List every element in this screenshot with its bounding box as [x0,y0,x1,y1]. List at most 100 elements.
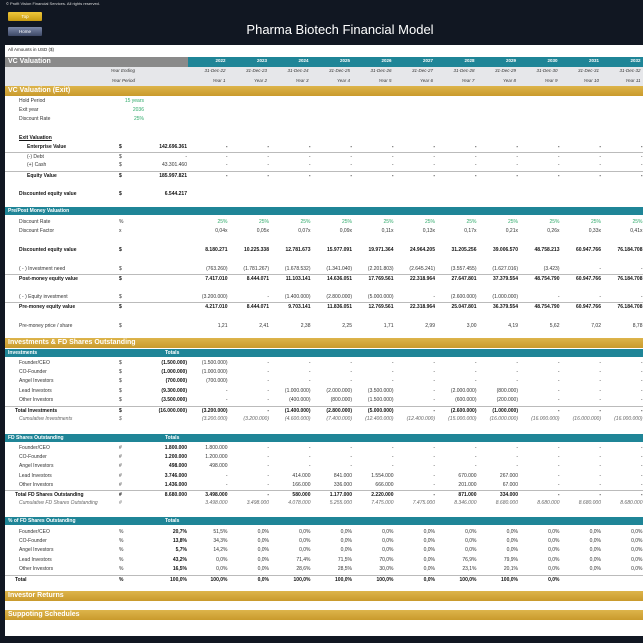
row-value: 0,0% [465,529,477,535]
row-value: 1,71 [383,323,394,329]
top-button[interactable]: Top [8,12,42,21]
row-value: 336.000 [333,482,352,488]
row-label: Lead Investors [19,388,52,394]
row-value: (1.678.532) [284,266,311,272]
row-value: 0,0% [506,529,518,535]
row-value: 498.000 [209,463,228,469]
row-value: - [599,454,601,460]
row-value: - [557,482,560,488]
table-row: Equity Value $185.997.821 - - - - - - - - - - - [5,171,643,180]
row-value: - [391,360,394,366]
row-value: 23,1% [462,566,477,572]
year-end-date: 31-Dec-29 [494,68,516,73]
row-value: 67.000 [502,482,518,488]
row-value: 100,0% [376,577,394,583]
table-row: Total% 100,0% 100,0% 0,0% 100,0% 100,0% 100,0%… [5,575,643,584]
row-unit: % [119,219,124,225]
row-label: Total FD Shares Outstanding [15,492,84,498]
table-row: ( - ) Investment need $ (763.260) (1.781.26… [5,265,643,274]
row-value: (2.800.000) [326,408,352,414]
row-unit: x [119,228,122,234]
row-value: (1.000.000) [492,408,518,414]
row-unit: # [119,445,122,451]
investments-header: Investments [5,349,643,357]
year-period: Year 2 [253,78,267,83]
row-label: Cumulative Investments [19,416,73,422]
year-label: 2030 [547,58,558,63]
row-value: (16.000.000) [572,416,601,422]
row-value: (2.600.000) [450,408,477,414]
row-value: 19.971.364 [368,247,394,253]
row-value: 0,0% [548,577,560,583]
row-value: - [267,463,269,469]
row-value: - [474,144,477,150]
row-label: Angel Investors [19,547,54,553]
row-value: 25% [300,219,311,225]
row-value: 51,5% [213,529,228,535]
table-row: CO-Founder% 13,8% 34,3% 0,0% 0,0% 0,0% 0,0% 0,0… [5,537,643,546]
row-value: (1.000.000) [284,388,311,394]
row-value: 3.498.000 [205,492,228,498]
row-value: 2,38 [300,323,311,329]
row-value: (2.600.000) [450,294,477,300]
year-label: 2029 [505,58,516,63]
row-value: 1.177.000 [329,492,352,498]
input-value[interactable]: 15 years [124,98,144,104]
row-value: 11.103.141 [285,276,311,282]
table-row: Pre-money price / share $1,21 2,41 2,38 2,25… [5,322,643,331]
row-value: (2.201.803) [367,266,394,272]
row-value: 100,0% [501,577,518,583]
row-value: - [433,454,435,460]
row-value: - [433,408,435,414]
row-value: 0,0% [257,577,269,583]
row-label: Founder/CEO [19,445,50,451]
row-value: 20,1% [503,566,518,572]
table-row: Lead Investors #3.746.000 - - 414.000 841.000… [5,472,643,481]
row-value: 841.000 [333,473,352,479]
row-value: - [640,482,643,488]
row-unit: # [119,500,122,506]
input-value[interactable]: 2036 [132,107,144,114]
row-value: 11.836.051 [327,304,352,310]
row-value: (1.400.000) [284,294,311,300]
row-unit: $ [119,162,122,168]
row-value: - [267,378,269,384]
input-value[interactable]: 25% [133,116,144,123]
row-value: - [599,482,601,488]
table-row: Total Investments $ (16.000.000) (3.200.000… [5,406,643,415]
input-label: Exit year [19,107,39,114]
row-label: CO-Founder [19,369,47,375]
year-header-bar [188,57,643,67]
row-unit: # [119,454,122,460]
year-label: 2027 [422,58,433,63]
row-value: 0,33x [588,228,601,234]
row-total: (1.000.000) [161,369,187,375]
row-value: 0,0% [631,538,643,544]
row-label: Post-money equity value [19,276,78,282]
row-value: (3.200.000) [243,416,269,422]
row-value: 25% [258,219,269,225]
row-total: (3.500.000) [161,397,187,403]
table-row: Other Investors $ (3.500.000) - - (400.000) (8… [5,396,643,405]
row-value: - [267,473,269,479]
row-value: - [516,369,518,375]
home-button[interactable]: Home [8,27,42,36]
currency-note: All Amounts in USD ($) [8,47,55,52]
row-unit: $ [119,276,122,282]
year-end-date: 31-Dec-31 [577,68,599,73]
row-total: (9.300.000) [161,388,187,394]
row-value: - [557,162,560,168]
year-end-date: 31-Dec-28 [453,68,475,73]
row-unit: $ [119,378,122,384]
row-value: 0,0% [423,529,435,535]
row-value: - [308,173,311,179]
row-value: 0,0% [216,566,228,572]
row-value: - [350,369,352,375]
section-vc-valuation-exit: VC Valuation (Exit) [5,86,643,96]
row-value: 0,09x [339,228,352,234]
row-value: 22.318.964 [409,304,435,310]
year-period: Year 4 [336,78,350,83]
row-value: 0,0% [257,529,269,535]
row-value: - [267,492,269,498]
row-value: - [433,397,435,403]
